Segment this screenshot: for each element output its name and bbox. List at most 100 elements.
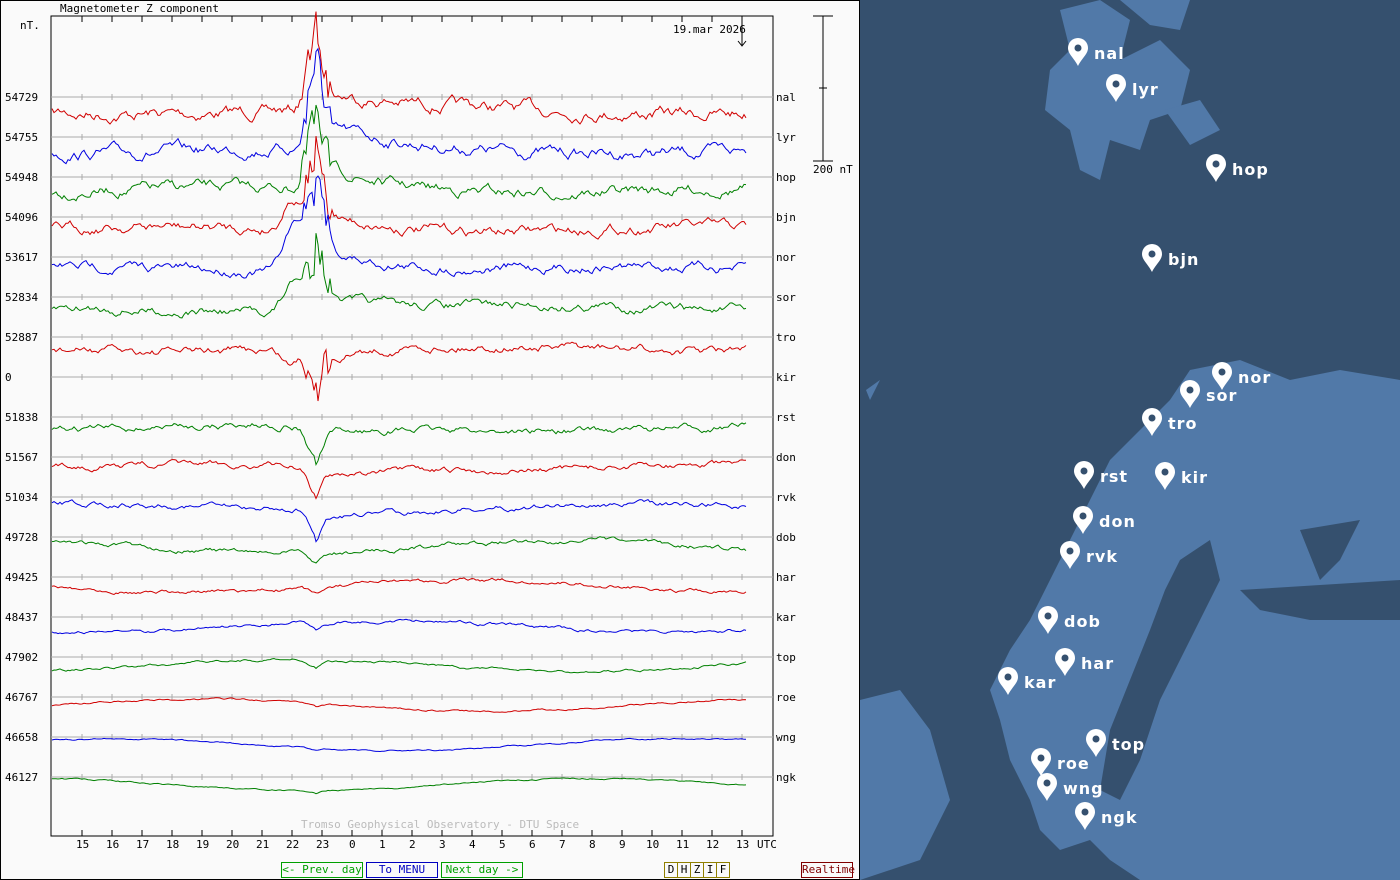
station-map-label: tro	[1168, 414, 1198, 433]
station-pin-roe[interactable]: roe	[1031, 748, 1090, 776]
scale-bar	[813, 15, 833, 162]
station-label-rst: rst	[776, 411, 796, 424]
station-label-don: don	[776, 451, 796, 464]
station-label-wng: wng	[776, 731, 796, 744]
x-tick-label: 4	[469, 838, 476, 851]
x-tick-label: 12	[706, 838, 719, 851]
map-pin-icon	[1206, 154, 1226, 182]
station-label-dob: dob	[776, 531, 796, 544]
station-pin-wng[interactable]: wng	[1037, 773, 1104, 801]
station-label-nal: nal	[776, 91, 796, 104]
magnetometer-panel: Magnetometer Z component nT. 19.mar 2026…	[0, 0, 860, 880]
baseline-value-top: 47902	[5, 651, 38, 664]
trace-lyr	[51, 47, 747, 165]
map-pin-icon	[1038, 606, 1058, 634]
baseline-value-sor: 52834	[5, 291, 38, 304]
magnetometer-plot: Magnetometer Z component nT. 19.mar 2026…	[5, 2, 853, 851]
station-pin-rst[interactable]: rst	[1074, 461, 1128, 489]
station-pin-tro[interactable]: tro	[1142, 408, 1198, 436]
map-pin-icon	[1074, 461, 1094, 489]
trace-har	[51, 577, 747, 596]
station-label-kir: kir	[776, 371, 796, 384]
station-map-label: rvk	[1086, 547, 1118, 566]
credit-text: Tromso Geophysical Observatory - DTU Spa…	[301, 818, 579, 831]
x-tick-label: 15	[76, 838, 89, 851]
station-map-label: kar	[1024, 673, 1056, 692]
x-tick-label: 8	[589, 838, 596, 851]
station-label-roe: roe	[776, 691, 796, 704]
menu-button[interactable]: To MENU	[366, 862, 438, 878]
station-pin-lyr[interactable]: lyr	[1106, 74, 1159, 102]
map-pin-icon	[1212, 362, 1232, 390]
station-pin-sor[interactable]: sor	[1180, 380, 1237, 408]
x-tick-label: 6	[529, 838, 536, 851]
trace-don	[51, 459, 747, 500]
trace-dob	[51, 536, 747, 564]
next-day-button[interactable]: Next day ->	[441, 862, 523, 878]
x-tick-label: 9	[619, 838, 626, 851]
map-pin-icon	[1031, 748, 1051, 776]
map-pin-icon	[1075, 802, 1095, 830]
station-pin-kir[interactable]: kir	[1155, 462, 1208, 490]
station-pin-har[interactable]: har	[1055, 648, 1114, 676]
component-D-button[interactable]: D	[664, 862, 678, 878]
station-map-label: sor	[1206, 386, 1237, 405]
component-F-button[interactable]: F	[716, 862, 730, 878]
map-pin-icon	[1068, 38, 1088, 66]
x-tick-label: 18	[166, 838, 179, 851]
x-tick-label: 20	[226, 838, 239, 851]
station-map-label: rst	[1100, 467, 1128, 486]
baseline-value-dob: 49728	[5, 531, 38, 544]
station-pin-top[interactable]: top	[1086, 729, 1145, 757]
prev-day-button[interactable]: <- Prev. day	[281, 862, 363, 878]
map-pin-icon	[1142, 408, 1162, 436]
baseline-value-don: 51567	[5, 451, 38, 464]
station-label-sor: sor	[776, 291, 796, 304]
trace-top	[51, 657, 747, 674]
station-pin-kar[interactable]: kar	[998, 667, 1056, 695]
map-pin-icon	[998, 667, 1018, 695]
station-label-top: top	[776, 651, 796, 664]
x-tick-label: 0	[349, 838, 356, 851]
station-map-label: har	[1081, 654, 1114, 673]
station-pin-dob[interactable]: dob	[1038, 606, 1101, 634]
station-pin-rvk[interactable]: rvk	[1060, 541, 1118, 569]
component-I-button[interactable]: I	[703, 862, 717, 878]
x-tick-label: 22	[286, 838, 299, 851]
x-tick-label: 19	[196, 838, 209, 851]
x-tick-label: 1	[379, 838, 386, 851]
station-pin-nor[interactable]: nor	[1212, 362, 1271, 390]
scale-label: 200 nT	[813, 163, 853, 176]
station-map-label: dob	[1064, 612, 1101, 631]
baseline-value-lyr: 54755	[5, 131, 38, 144]
station-pin-don[interactable]: don	[1073, 506, 1136, 534]
station-map-label: nal	[1094, 44, 1125, 63]
map-pin-icon	[1180, 380, 1200, 408]
station-pin-nal[interactable]: nal	[1068, 38, 1125, 66]
station-label-kar: kar	[776, 611, 796, 624]
station-label-hop: hop	[776, 171, 796, 184]
trace-wng	[51, 737, 747, 753]
station-pin-hop[interactable]: hop	[1206, 154, 1269, 182]
baseline-value-rvk: 51034	[5, 491, 38, 504]
x-tick-label: 11	[676, 838, 689, 851]
component-Z-button[interactable]: Z	[690, 862, 704, 878]
trace-rvk	[51, 499, 747, 543]
baseline-value-hop: 54948	[5, 171, 38, 184]
trace-nor	[51, 175, 747, 279]
map-pin-icon	[1073, 506, 1093, 534]
unit-label: nT.	[20, 19, 40, 32]
x-tick-label: 23	[316, 838, 329, 851]
baseline-value-kar: 48437	[5, 611, 38, 624]
component-H-button[interactable]: H	[677, 862, 691, 878]
x-tick-label: 17	[136, 838, 149, 851]
trace-bjn	[51, 136, 747, 240]
realtime-button[interactable]: Realtime	[801, 862, 855, 878]
trace-kar	[51, 618, 747, 635]
station-pin-bjn[interactable]: bjn	[1142, 244, 1199, 272]
baseline-value-nor: 53617	[5, 251, 38, 264]
baseline-value-bjn: 54096	[5, 211, 38, 224]
station-pin-ngk[interactable]: ngk	[1075, 802, 1137, 830]
x-unit: UTC	[757, 838, 777, 851]
